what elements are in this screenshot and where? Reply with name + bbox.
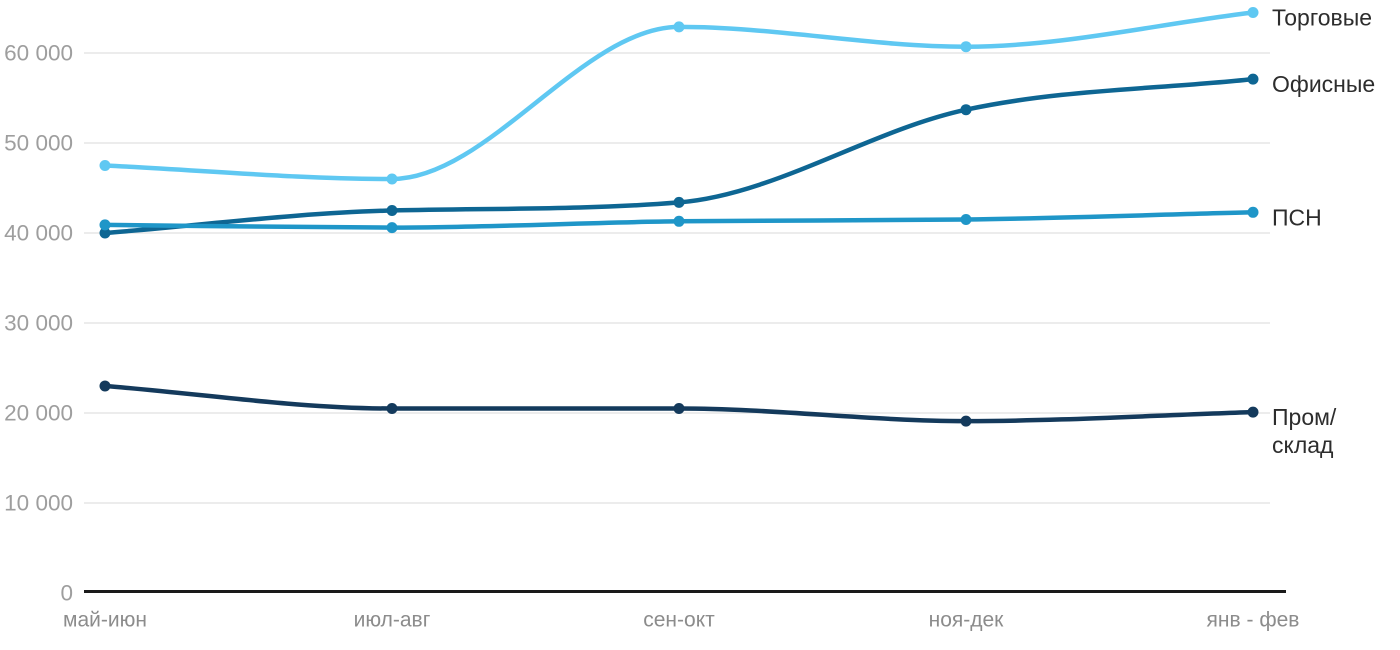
legend-label-prom-sklad-line1: Пром/ bbox=[1272, 404, 1337, 430]
y-tick-label-10000: 10 000 bbox=[4, 491, 73, 516]
data-point-psn-0 bbox=[99, 219, 111, 231]
data-point-torgovye-2 bbox=[673, 21, 685, 33]
series-ofisnye: Офисные bbox=[99, 71, 1375, 239]
series-torgovye: Торговые bbox=[99, 5, 1372, 185]
series-prom-sklad: Пром/склад bbox=[99, 380, 1337, 458]
legend-label-torgovye: Торговые bbox=[1272, 5, 1372, 31]
data-point-psn-2 bbox=[673, 215, 685, 227]
series-psn: ПСН bbox=[99, 204, 1322, 234]
data-point-psn-1 bbox=[386, 222, 398, 234]
y-tick-label-40000: 40 000 bbox=[4, 221, 73, 246]
data-point-psn-4 bbox=[1247, 206, 1259, 218]
data-point-ofisnye-1 bbox=[386, 205, 398, 216]
x-tick-label-2: сен-окт bbox=[643, 609, 715, 632]
data-point-torgovye-1 bbox=[386, 173, 398, 185]
y-tick-label-20000: 20 000 bbox=[4, 401, 73, 426]
data-point-prom-sklad-4 bbox=[1247, 406, 1259, 418]
data-point-prom-sklad-0 bbox=[99, 380, 111, 392]
data-point-ofisnye-3 bbox=[960, 104, 972, 116]
data-point-prom-sklad-3 bbox=[960, 415, 972, 427]
data-point-ofisnye-0 bbox=[99, 227, 111, 239]
y-tick-label-30000: 30 000 bbox=[4, 311, 73, 336]
series-line-ofisnye bbox=[102, 76, 1256, 236]
x-tick-label-3: ноя-дек bbox=[929, 609, 1005, 632]
x-tick-label-4: янв - фев bbox=[1207, 609, 1300, 632]
x-tick-label-0: май-июн bbox=[63, 609, 147, 632]
legend-label-prom-sklad-line2: склад bbox=[1272, 432, 1334, 458]
data-point-prom-sklad-1 bbox=[386, 403, 398, 414]
y-tick-label-0: 0 bbox=[60, 581, 73, 606]
y-tick-label-60000: 60 000 bbox=[4, 41, 73, 66]
data-point-torgovye-3 bbox=[960, 41, 972, 53]
legend-label-psn: ПСН bbox=[1272, 204, 1322, 230]
y-tick-label-50000: 50 000 bbox=[4, 131, 73, 156]
x-tick-label-1: июл-авг bbox=[354, 609, 431, 632]
data-point-prom-sklad-2 bbox=[673, 403, 685, 414]
legend-label-ofisnye: Офисные bbox=[1272, 71, 1375, 97]
data-point-ofisnye-2 bbox=[673, 196, 685, 208]
data-point-psn-3 bbox=[960, 214, 972, 225]
data-point-torgovye-0 bbox=[99, 160, 111, 171]
data-point-ofisnye-4 bbox=[1247, 73, 1259, 85]
series-line-torgovye bbox=[102, 10, 1256, 182]
data-point-torgovye-4 bbox=[1247, 7, 1259, 18]
